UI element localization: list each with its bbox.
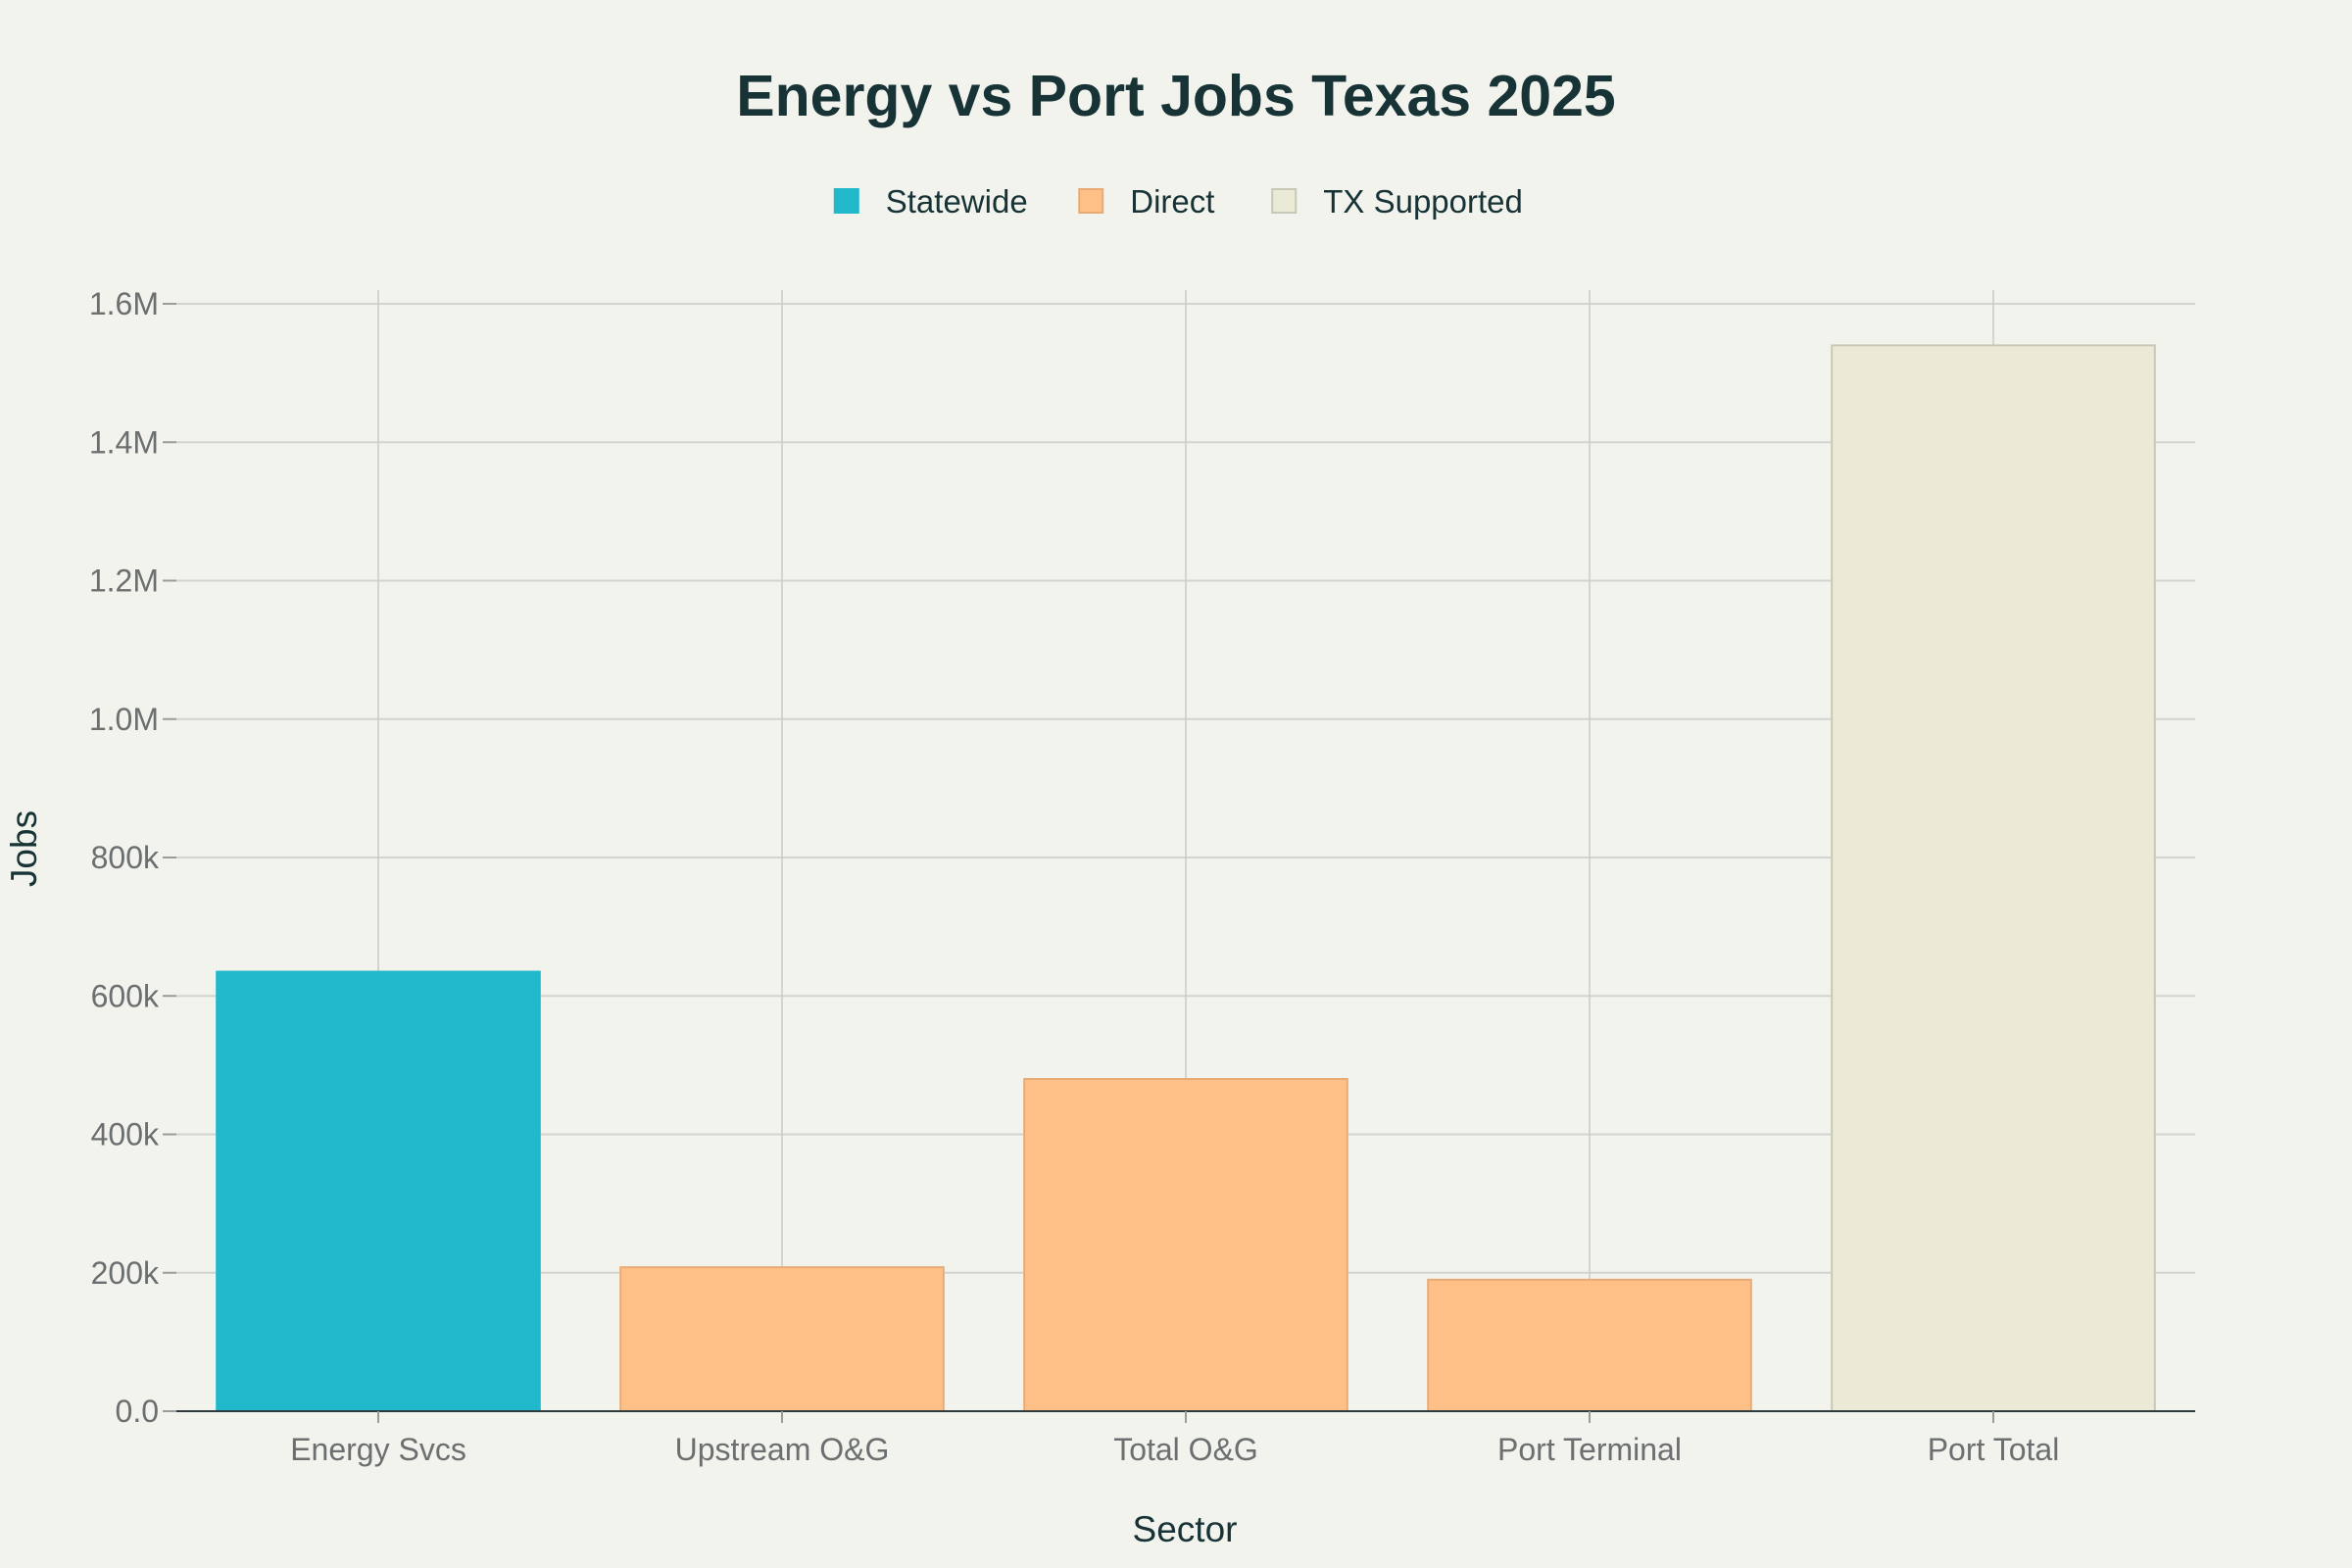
legend-swatch-direct <box>1078 188 1104 214</box>
x-axis-title: Sector <box>1133 1509 1238 1549</box>
axes: 0.0 200k 400k 600k 800k 1.0M 1.2M 1.4M 1.6M Energ… <box>89 286 2195 1467</box>
bar-total-o-g <box>1023 1078 1348 1412</box>
y-tick-label: 1.6M <box>89 286 159 321</box>
y-tick-label: 400k <box>91 1117 160 1152</box>
y-tick-label: 1.4M <box>89 424 159 460</box>
y-tick-label: 1.0M <box>89 702 159 737</box>
y-axis-title: Jobs <box>4 810 44 887</box>
y-tick-label: 0.0 <box>116 1394 159 1429</box>
y-tick-label: 200k <box>91 1255 160 1291</box>
legend-label-tx-supported: TX Supported <box>1323 183 1523 220</box>
bar-energy-svcs <box>216 970 541 1412</box>
y-tick-label: 1.2M <box>89 564 159 599</box>
x-tick-label: Port Total <box>1928 1432 2060 1467</box>
legend: Statewide Direct TX Supported <box>833 183 1523 220</box>
bar-upstream-o-g <box>619 1266 945 1412</box>
legend-label-direct: Direct <box>1130 183 1214 220</box>
x-tick-label: Energy Svcs <box>290 1432 466 1467</box>
x-tick-label: Port Terminal <box>1497 1432 1682 1467</box>
bar-port-total <box>1831 344 2156 1412</box>
y-tick-label: 800k <box>91 840 160 875</box>
legend-swatch-statewide <box>833 188 859 214</box>
chart-title: Energy vs Port Jobs Texas 2025 <box>736 64 1615 128</box>
y-tick-label: 600k <box>91 978 160 1013</box>
x-tick-label: Upstream O&G <box>675 1432 890 1467</box>
bars <box>216 344 2156 1412</box>
x-tick-label: Total O&G <box>1113 1432 1258 1467</box>
legend-swatch-tx-supported <box>1271 188 1298 214</box>
bar-port-terminal <box>1427 1278 1752 1412</box>
legend-label-statewide: Statewide <box>886 183 1028 220</box>
